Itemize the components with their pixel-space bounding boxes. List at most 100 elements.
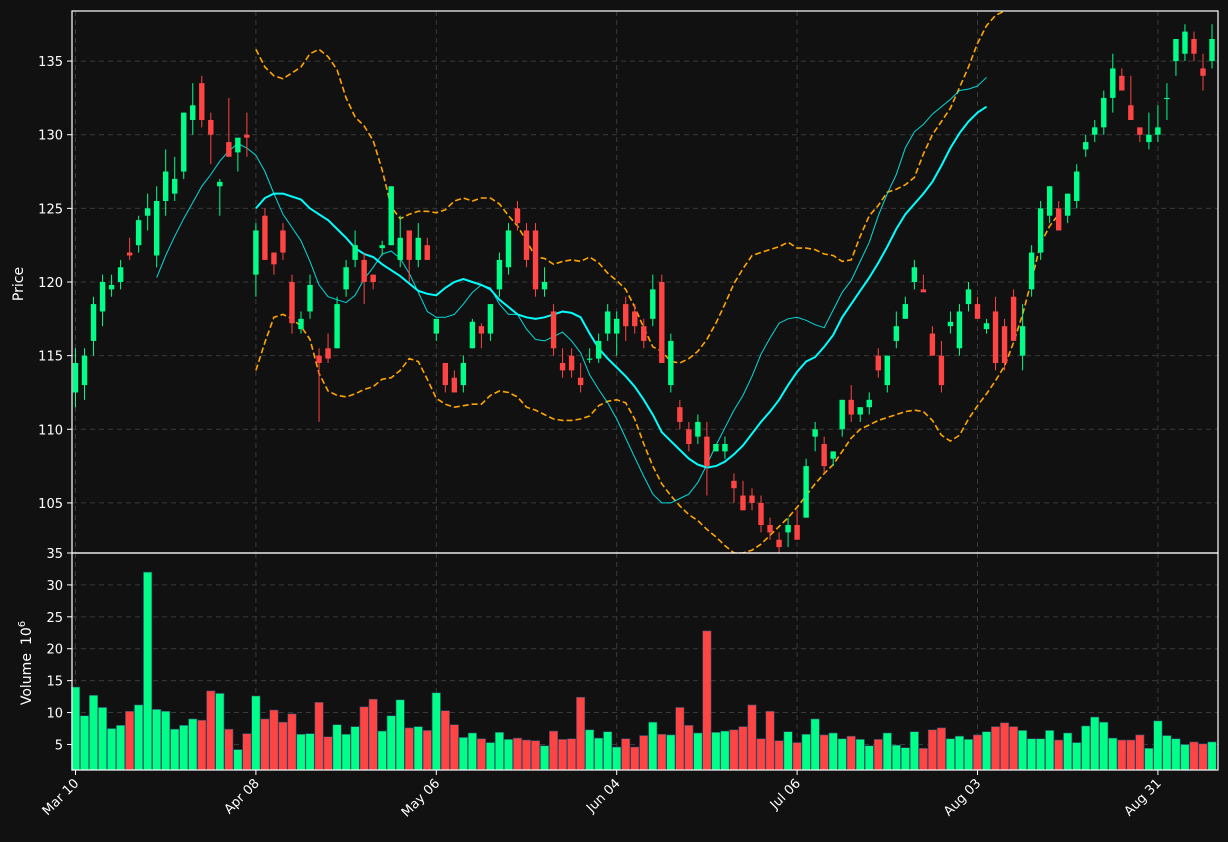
volume-bar [476,738,486,771]
volume-bar [765,710,775,771]
volume-bar [828,732,838,771]
volume-bar [540,745,550,771]
candle-body [632,311,638,327]
volume-bar [386,715,396,771]
volume-bar [1099,721,1109,771]
candle-body [677,407,683,422]
candle-body [983,323,990,330]
volume-bar [440,710,450,771]
ma-fast-line [156,76,987,504]
volume-bar [648,721,658,771]
volume-bar [449,724,459,771]
candle-body [920,289,927,293]
volume-bar [215,693,225,771]
candle-body [217,181,223,187]
candle-body [595,340,602,359]
candle-body [469,321,476,349]
price-tick-label: 110 [38,423,63,438]
candle-body [144,208,151,216]
candle-body [1010,296,1017,341]
candle-body [108,284,115,290]
volume-bar [332,724,342,771]
volume-bar [558,739,568,771]
volume-bar [1126,739,1136,771]
volume-bar [666,734,676,771]
candle-body [884,355,890,386]
volume-bar [603,731,613,771]
volume-bar [1009,726,1019,771]
volume-bar [720,730,730,771]
price-axis-label: Price [11,267,27,301]
volume-bar [954,735,964,771]
volume-bar [494,732,504,771]
candle-body [1191,38,1197,54]
candle-body [126,252,133,256]
volume-bar [278,721,288,771]
volume-bar [1063,732,1073,771]
volume-bar [404,727,414,771]
candle-body [442,363,449,386]
candle-body [1164,97,1170,100]
candle-body [857,407,863,415]
volume-bar [1090,716,1100,771]
volume-bar [576,696,586,771]
volume-bar [242,733,252,771]
candle-body [848,399,854,415]
candle-body [478,326,485,334]
candle-body [226,142,232,157]
candle-body [767,525,773,533]
volume-bar [296,733,306,771]
candle-body [1083,142,1089,150]
candles [72,24,1215,553]
candle-body [460,363,467,386]
volume-bar [702,630,712,771]
volume-bar [675,707,685,771]
volume-bars [71,571,1217,771]
candle-body [821,444,827,467]
candle-body [90,304,97,341]
volume-bar [864,745,874,771]
candle-body [1146,134,1152,143]
candle-body [722,444,728,452]
candle-body [289,282,295,324]
candle-body [686,429,692,445]
moving-averages [156,76,988,504]
price-tick-label: 105 [38,497,63,512]
volume-bar [143,571,153,771]
candle-body [415,237,421,260]
grid-lines [72,11,1218,770]
volume-bar [395,699,405,771]
volume-axis-exponent-power: 6 [17,621,28,627]
volume-bar [900,747,910,771]
candle-body [1173,38,1179,62]
candle-body [785,525,791,533]
candle-body [1065,193,1071,216]
volume-bar [801,733,811,771]
volume-bar [693,732,703,771]
candle-body [334,304,340,349]
volume-bar [1198,743,1208,771]
volume-bar [197,719,207,771]
volume-bar [1081,725,1091,771]
volume-bar [747,704,757,771]
volume-bar [116,725,126,771]
volume-bar [837,738,847,771]
volume-tick-label: 25 [46,611,63,626]
volume-bar [341,733,351,771]
candle-body [370,274,376,282]
candle-body [974,304,981,319]
volume-bar [188,718,198,771]
volume-bar [152,709,162,771]
volume-bar [1180,744,1190,771]
candle-body [190,105,196,120]
volume-bar [1054,739,1064,771]
volume-bar [982,731,992,771]
volume-bar [846,735,856,771]
volume-bar [179,725,189,771]
candle-body [956,311,963,349]
volume-bar [810,718,820,771]
candle-body [911,267,918,282]
volume-bar [269,709,279,771]
